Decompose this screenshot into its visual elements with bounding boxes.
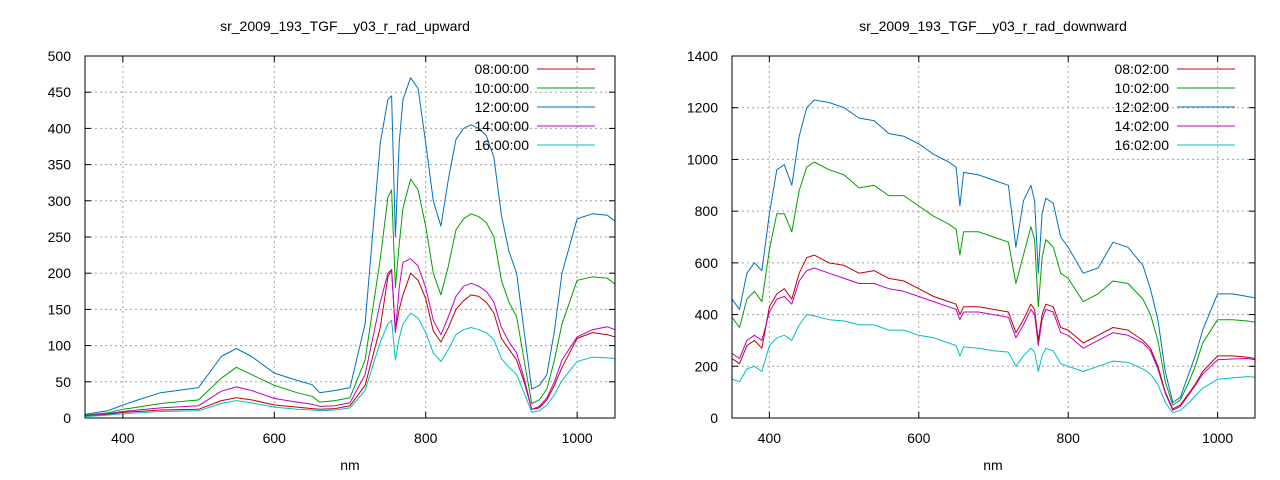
legend-label: 08:00:00 [475, 61, 530, 77]
series-line-140200 [732, 267, 1255, 411]
legend-label: 12:00:00 [475, 99, 530, 115]
legend-label: 14:00:00 [475, 118, 530, 134]
y-tick-label: 600 [695, 255, 719, 271]
x-axis-label: nm [340, 457, 359, 473]
series-line-160000 [85, 312, 615, 418]
y-tick-label: 200 [695, 358, 719, 374]
x-axis-label: nm [983, 457, 1002, 473]
series-line-140000 [85, 258, 615, 417]
y-tick-label: 250 [48, 229, 72, 245]
y-tick-label: 0 [63, 410, 71, 426]
chart-title: sr_2009_193_TGF__y03_r_rad_downward [859, 18, 1127, 34]
series-line-080200 [732, 254, 1255, 410]
y-tick-label: 350 [48, 157, 72, 173]
x-tick-label: 600 [907, 430, 931, 446]
series-line-100200 [732, 161, 1255, 406]
legend-label: 08:02:00 [1115, 61, 1170, 77]
plot-frame [84, 55, 616, 419]
y-tick-label: 200 [48, 265, 72, 281]
legend-label: 12:02:00 [1115, 99, 1170, 115]
y-tick-label: 450 [48, 84, 72, 100]
plot-frame [731, 55, 1256, 419]
series-group [85, 77, 615, 418]
legend-label: 10:02:00 [1115, 80, 1170, 96]
y-tick-label: 1200 [687, 100, 718, 116]
y-tick-label: 150 [48, 301, 72, 317]
x-tick-label: 400 [111, 430, 135, 446]
chart-title: sr_2009_193_TGF__y03_r_rad_upward [220, 18, 470, 34]
chart-downward-radiance: sr_2009_193_TGF__y03_r_rad_downward nm 0… [687, 18, 1256, 473]
series-line-080000 [85, 269, 615, 417]
y-tick-label: 500 [48, 48, 72, 64]
legend-label: 10:00:00 [475, 80, 530, 96]
series-line-120000 [85, 77, 615, 415]
series-line-100000 [85, 178, 615, 416]
x-tick-label: 1000 [1202, 430, 1233, 446]
y-tick-label: 400 [695, 307, 719, 323]
series-line-120200 [732, 99, 1255, 403]
x-tick-label: 400 [758, 430, 782, 446]
x-tick-label: 800 [414, 430, 438, 446]
y-tick-label: 400 [48, 120, 72, 136]
y-tick-label: 800 [695, 203, 719, 219]
series-group [732, 99, 1255, 414]
series-line-160200 [732, 314, 1255, 414]
y-tick-label: 0 [710, 410, 718, 426]
y-tick-label: 1400 [687, 48, 718, 64]
chart-upward-radiance: sr_2009_193_TGF__y03_r_rad_upward nm 0 50… [48, 18, 616, 473]
x-tick-label: 1000 [562, 430, 593, 446]
y-tick-label: 1000 [687, 151, 718, 167]
legend-label: 16:02:00 [1115, 137, 1170, 153]
y-tick-label: 100 [48, 338, 72, 354]
x-tick-label: 800 [1057, 430, 1081, 446]
x-tick-label: 600 [263, 430, 287, 446]
y-tick-label: 50 [55, 374, 71, 390]
legend-label: 16:00:00 [475, 137, 530, 153]
y-tick-label: 300 [48, 193, 72, 209]
legend-label: 14:02:00 [1115, 118, 1170, 134]
